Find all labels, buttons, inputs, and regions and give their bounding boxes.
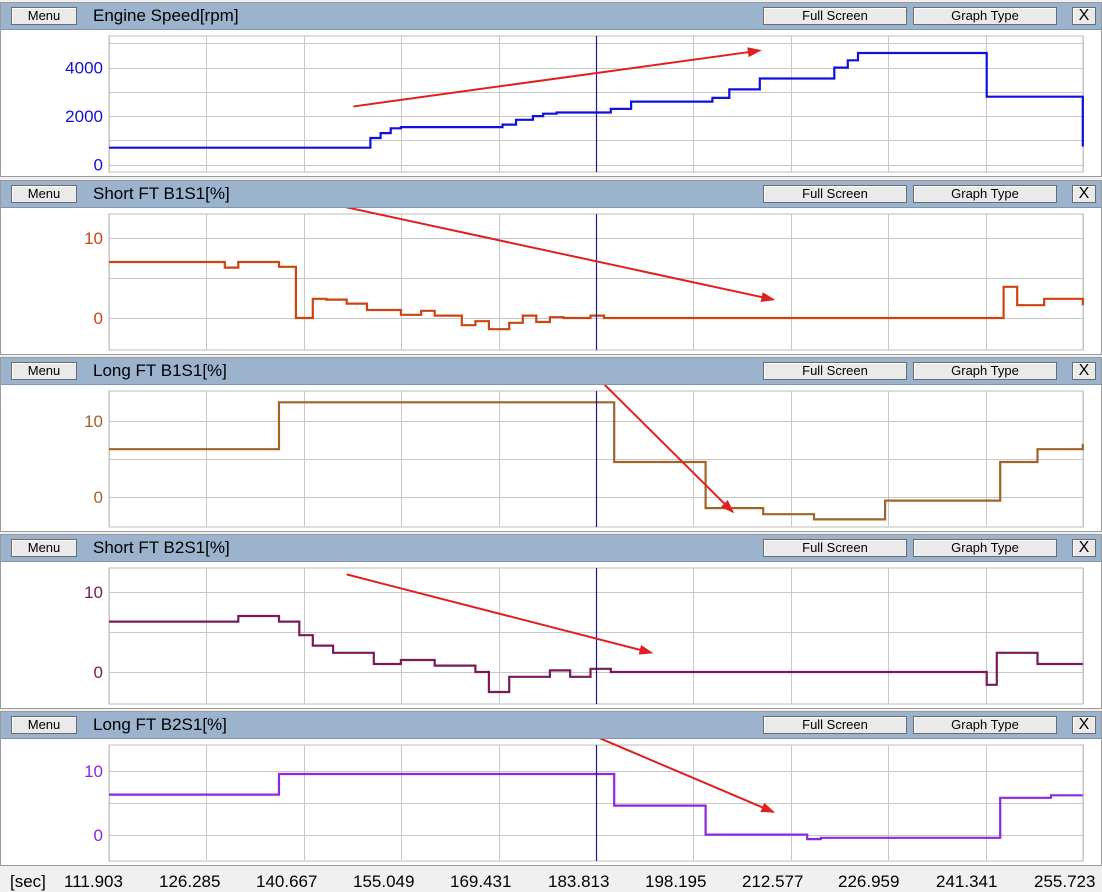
plot-area[interactable]: 0 10: [1, 739, 1101, 865]
graph-panel-short-ft-b1s1: Menu Short FT B1S1[%] Full Screen Graph …: [0, 180, 1102, 355]
full-screen-button[interactable]: Full Screen: [763, 185, 907, 203]
plot-area[interactable]: 0 2000 4000: [1, 30, 1101, 176]
time-tick-label: 183.813: [548, 872, 610, 891]
full-screen-button[interactable]: Full Screen: [763, 716, 907, 734]
annotation-arrow: [353, 47, 762, 108]
full-screen-button[interactable]: Full Screen: [763, 362, 907, 380]
graph-panel-long-ft-b2s1: Menu Long FT B2S1[%] Full Screen Graph T…: [0, 711, 1102, 866]
time-tick-label: 241.341: [936, 872, 998, 891]
close-panel-button[interactable]: X: [1072, 539, 1096, 557]
close-panel-button[interactable]: X: [1072, 716, 1096, 734]
panel-titlebar: Menu Short FT B1S1[%] Full Screen Graph …: [1, 181, 1101, 208]
series-line: [109, 51, 1084, 149]
annotation-arrow: [603, 385, 735, 514]
annotation-arrow: [345, 208, 776, 302]
time-tick-label: 140.667: [256, 872, 318, 891]
y-tick-label: 4000: [65, 59, 103, 78]
series-line: [109, 401, 1084, 521]
graph-title: Long FT B1S1[%]: [93, 361, 227, 380]
y-tick-label: 10: [84, 412, 103, 431]
y-tick-label: 0: [94, 156, 103, 175]
panel-titlebar: Menu Engine Speed[rpm] Full Screen Graph…: [1, 3, 1101, 30]
graph-title: Long FT B2S1[%]: [93, 715, 227, 734]
annotation-arrow: [346, 573, 654, 655]
y-tick-label: 0: [94, 488, 103, 507]
series-line: [109, 614, 1083, 694]
time-axis: [sec] 111.903 126.285 140.667 155.049 16…: [0, 866, 1102, 892]
menu-button[interactable]: Menu: [11, 7, 77, 25]
time-axis-unit: [sec]: [10, 872, 46, 891]
graph-type-button[interactable]: Graph Type: [913, 716, 1057, 734]
time-tick-label: 126.285: [159, 872, 221, 891]
graph-type-button[interactable]: Graph Type: [913, 7, 1057, 25]
time-tick-label: 198.195: [645, 872, 707, 891]
time-tick-label: 255.723: [1034, 872, 1096, 891]
time-tick-label: 212.577: [742, 872, 804, 891]
menu-button[interactable]: Menu: [11, 539, 77, 557]
y-tick-label: 0: [94, 663, 103, 682]
plot-area[interactable]: 0 10: [1, 385, 1101, 531]
y-tick-label: 10: [84, 762, 103, 781]
y-tick-label: 0: [94, 309, 103, 328]
graph-panel-long-ft-b1s1: Menu Long FT B1S1[%] Full Screen Graph T…: [0, 357, 1102, 532]
y-tick-label: 10: [84, 229, 103, 248]
menu-button[interactable]: Menu: [11, 716, 77, 734]
graph-title: Engine Speed[rpm]: [93, 6, 239, 25]
close-panel-button[interactable]: X: [1072, 185, 1096, 203]
graph-title: Short FT B2S1[%]: [93, 538, 230, 557]
close-panel-button[interactable]: X: [1072, 7, 1096, 25]
plot-area[interactable]: 0 10: [1, 208, 1101, 354]
graph-panel-short-ft-b2s1: Menu Short FT B2S1[%] Full Screen Graph …: [0, 534, 1102, 709]
time-tick-label: 111.903: [64, 872, 123, 891]
plot-area[interactable]: 0 10: [1, 562, 1101, 708]
annotation-arrow: [598, 739, 776, 813]
full-screen-button[interactable]: Full Screen: [763, 7, 907, 25]
graph-type-button[interactable]: Graph Type: [913, 539, 1057, 557]
menu-button[interactable]: Menu: [11, 185, 77, 203]
menu-button[interactable]: Menu: [11, 362, 77, 380]
graph-title: Short FT B1S1[%]: [93, 184, 230, 203]
panel-titlebar: Menu Short FT B2S1[%] Full Screen Graph …: [1, 535, 1101, 562]
time-tick-label: 169.431: [450, 872, 512, 891]
time-tick-label: 226.959: [838, 872, 900, 891]
y-tick-label: 2000: [65, 107, 103, 126]
close-panel-button[interactable]: X: [1072, 362, 1096, 380]
y-tick-label: 10: [84, 583, 103, 602]
time-tick-label: 155.049: [353, 872, 415, 891]
panel-titlebar: Menu Long FT B2S1[%] Full Screen Graph T…: [1, 712, 1101, 739]
full-screen-button[interactable]: Full Screen: [763, 539, 907, 557]
y-tick-label: 0: [94, 826, 103, 845]
series-line: [109, 772, 1083, 841]
series-line: [109, 260, 1084, 331]
panel-titlebar: Menu Long FT B1S1[%] Full Screen Graph T…: [1, 358, 1101, 385]
graph-type-button[interactable]: Graph Type: [913, 362, 1057, 380]
graph-panel-engine-speed: Menu Engine Speed[rpm] Full Screen Graph…: [0, 2, 1102, 177]
graph-type-button[interactable]: Graph Type: [913, 185, 1057, 203]
